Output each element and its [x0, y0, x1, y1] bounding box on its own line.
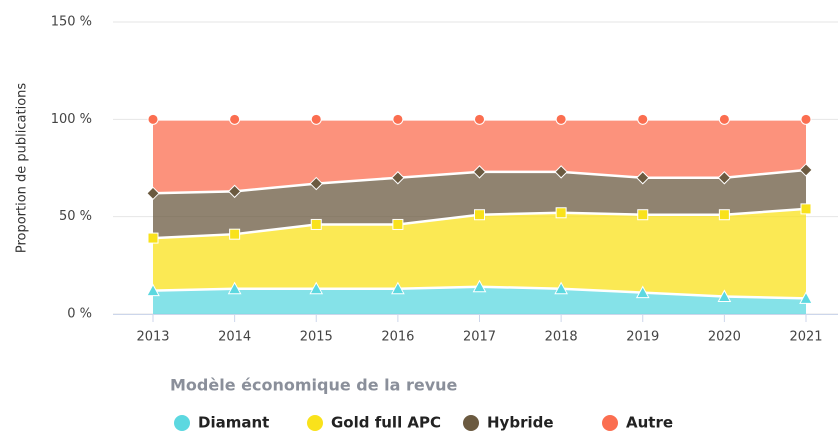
- x-tick-label: 2019: [626, 330, 659, 345]
- x-tick-label: 2021: [789, 330, 822, 345]
- marker: [309, 176, 323, 191]
- x-tick-label: 2016: [381, 330, 414, 345]
- marker: [146, 283, 160, 297]
- legend-label: Gold full APC: [331, 414, 441, 432]
- marker: [472, 279, 487, 293]
- marker: [800, 113, 812, 125]
- marker: [799, 291, 813, 304]
- marker: [474, 113, 485, 125]
- marker: [392, 218, 404, 230]
- marker: [717, 171, 732, 185]
- marker: [554, 165, 568, 179]
- x-tick-label: 2018: [545, 330, 578, 345]
- marker: [392, 113, 404, 125]
- x-tick-label: 2020: [708, 330, 741, 345]
- marker: [229, 228, 241, 240]
- marker: [554, 281, 568, 295]
- x-tick-label: 2017: [463, 330, 496, 345]
- legend-label: Diamant: [198, 414, 269, 432]
- y-axis-label: Proportion de publications: [15, 83, 30, 254]
- marker: [391, 281, 405, 295]
- marker: [391, 171, 405, 185]
- y-tick-label: 100 %: [51, 112, 92, 127]
- legend-swatch: [463, 415, 479, 431]
- legend-label: Hybride: [487, 414, 554, 432]
- marker: [718, 113, 730, 125]
- marker: [635, 285, 650, 299]
- marker: [227, 184, 242, 199]
- legend-swatch: [307, 415, 323, 431]
- x-tick-label: 2013: [136, 330, 169, 345]
- x-tick-label: 2015: [300, 330, 333, 345]
- marker: [637, 113, 649, 125]
- y-tick-label: 0 %: [67, 307, 92, 322]
- marker: [717, 289, 732, 302]
- y-tick-label: 150 %: [51, 15, 92, 30]
- legend-label: Autre: [626, 414, 673, 432]
- y-tick-label: 50 %: [59, 209, 92, 224]
- legend-swatch: [174, 415, 190, 431]
- marker: [718, 209, 730, 221]
- marker: [229, 113, 241, 125]
- marker: [472, 165, 487, 179]
- marker: [799, 163, 813, 177]
- marker: [310, 113, 322, 125]
- marker: [147, 232, 159, 244]
- marker: [310, 218, 322, 230]
- marker: [146, 186, 160, 201]
- legend-title: Modèle économique de la revue: [170, 376, 458, 395]
- area: [153, 208, 806, 299]
- marker: [555, 207, 567, 219]
- marker: [309, 281, 324, 295]
- marker: [474, 209, 485, 221]
- marker: [147, 113, 159, 125]
- marker: [637, 209, 649, 221]
- marker: [555, 113, 567, 125]
- marker: [636, 171, 650, 185]
- legend-swatch: [602, 415, 618, 431]
- marker: [227, 281, 242, 295]
- x-tick-label: 2014: [218, 330, 251, 345]
- marker: [800, 203, 812, 215]
